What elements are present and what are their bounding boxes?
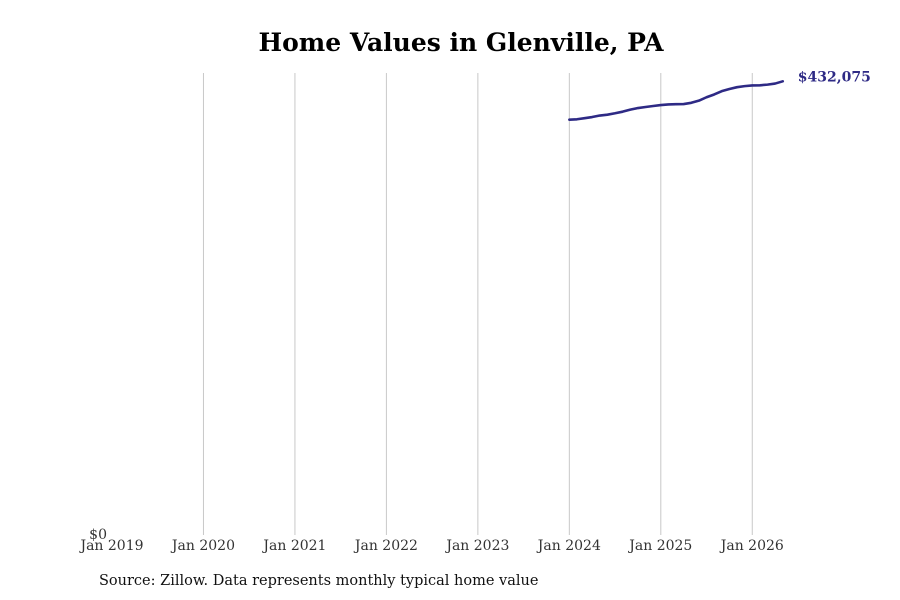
chart-title: Home Values in Glenville, PA — [258, 28, 664, 57]
y-axis-ticks: $0 — [89, 527, 107, 543]
series-line — [568, 80, 785, 121]
gridlines — [202, 73, 753, 535]
x-tick-label: Jan 2025 — [627, 538, 692, 554]
data-labels: $432,075 — [798, 69, 871, 85]
x-tick-label: Jan 2021 — [261, 538, 326, 554]
x-tick-label: Jan 2026 — [719, 538, 784, 554]
x-tick-label: Jan 2020 — [170, 538, 235, 554]
x-tick-label: Jan 2022 — [353, 538, 418, 554]
x-tick-label: Jan 2019 — [78, 538, 143, 554]
series-lines — [568, 80, 785, 121]
source-note: Source: Zillow. Data represents monthly … — [99, 573, 539, 589]
x-axis-ticks: Jan 2019 Jan 2020 Jan 2021 Jan 2022 Jan 2023… — [78, 538, 783, 554]
x-tick-label: Jan 2023 — [444, 538, 509, 554]
end-value-label: $432,075 — [798, 69, 871, 85]
y-tick-label: $0 — [89, 527, 107, 543]
x-tick-label: Jan 2024 — [536, 538, 601, 554]
